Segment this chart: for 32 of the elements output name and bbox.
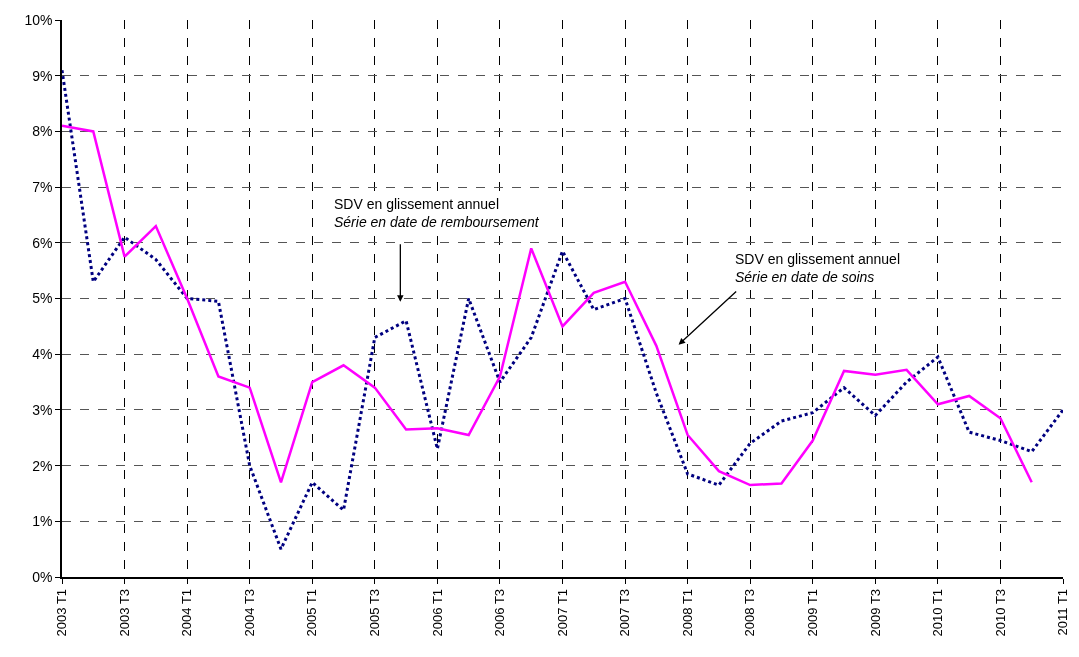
- x-tick-label: 2006 T1: [429, 588, 445, 637]
- x-tick-label: 2005 T3: [367, 588, 383, 637]
- x-tick-label: 2009 T3: [867, 588, 883, 637]
- x-tick-label: 2010 T1: [930, 588, 946, 637]
- x-tick-label: 2007 T3: [617, 588, 633, 637]
- x-tick-label: 2009 T1: [804, 588, 820, 637]
- y-tick-label: 2%: [32, 457, 53, 474]
- y-tick-label: 10%: [24, 11, 53, 28]
- annotation: SDV en glissement annuel Série en date de remboursement: [334, 196, 540, 231]
- x-tick-label: 2003 T1: [54, 588, 70, 637]
- line-series: [62, 68, 1063, 551]
- y-tick-label: 0%: [32, 568, 53, 585]
- annotation: SDV en glissement annuel Série en date de soins: [735, 251, 900, 286]
- x-tick-label: 2011 T1: [1055, 588, 1071, 636]
- y-tick-label: 6%: [32, 234, 53, 251]
- x-tick-label: 2004 T1: [179, 588, 195, 637]
- y-tick-label: 1%: [32, 513, 53, 530]
- x-tick-label: 2005 T1: [304, 588, 320, 637]
- x-tick-label: 2010 T3: [992, 588, 1008, 637]
- y-tick-label: 5%: [32, 290, 53, 307]
- x-tick-label: 2008 T1: [679, 588, 695, 637]
- x-tick-label: 2003 T3: [116, 588, 132, 637]
- x-tick-label: 2006 T3: [492, 588, 508, 637]
- line-series: [62, 124, 1033, 487]
- y-tick-label: 3%: [32, 401, 53, 418]
- y-tick-label: 8%: [32, 123, 53, 140]
- y-tick-label: 9%: [32, 67, 53, 84]
- x-tick-label: 2008 T3: [742, 588, 758, 637]
- y-tick-label: 4%: [32, 346, 53, 363]
- y-tick-label: 7%: [32, 179, 53, 195]
- x-tick-label: 2007 T1: [554, 588, 570, 637]
- x-tick-label: 2004 T3: [241, 588, 257, 637]
